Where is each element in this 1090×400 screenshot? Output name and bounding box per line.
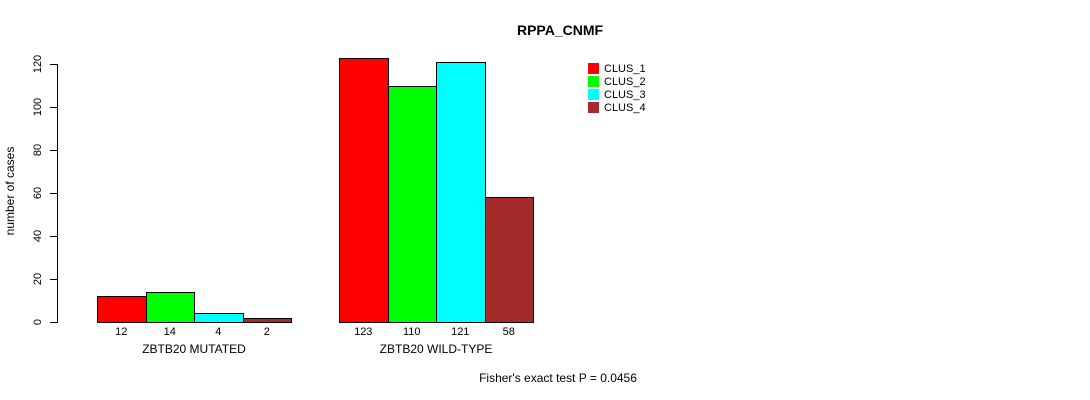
bar-clus_4 bbox=[242, 317, 292, 323]
bar-value-label: 12 bbox=[115, 326, 128, 338]
bar-clus_3 bbox=[194, 313, 244, 323]
bar-clus_1 bbox=[339, 57, 389, 323]
y-tick-mark bbox=[50, 150, 57, 151]
legend-label: CLUS_2 bbox=[604, 75, 646, 88]
legend: CLUS_1 CLUS_2 CLUS_3 CLUS_4 bbox=[588, 62, 646, 114]
y-tick-mark bbox=[50, 193, 57, 194]
fisher-test-annotation: Fisher's exact test P = 0.0456 bbox=[479, 371, 637, 385]
y-axis-line bbox=[57, 64, 58, 323]
y-tick-label: 100 bbox=[32, 97, 44, 117]
bar-value-label: 58 bbox=[502, 326, 515, 338]
legend-item-clus_1: CLUS_1 bbox=[588, 62, 646, 75]
bar-value-label: 4 bbox=[215, 326, 222, 338]
legend-swatch-clus_3 bbox=[588, 89, 599, 100]
y-tick-label: 120 bbox=[32, 54, 44, 74]
bar-value-label: 2 bbox=[263, 326, 270, 338]
y-tick-mark bbox=[50, 322, 57, 323]
bar-clus_4 bbox=[484, 197, 534, 323]
y-tick-mark bbox=[50, 64, 57, 65]
legend-item-clus_4: CLUS_4 bbox=[588, 101, 646, 114]
bar-value-label: 110 bbox=[402, 326, 421, 338]
y-tick-label: 20 bbox=[32, 272, 44, 286]
legend-swatch-clus_4 bbox=[588, 102, 599, 113]
y-axis-label: number of cases bbox=[3, 146, 17, 236]
y-tick-mark bbox=[50, 279, 57, 280]
y-tick-label: 0 bbox=[32, 318, 44, 326]
bar-clus_2 bbox=[145, 291, 195, 323]
legend-item-clus_3: CLUS_3 bbox=[588, 88, 646, 101]
chart-title: RPPA_CNMF bbox=[516, 22, 604, 38]
group-label-2: ZBTB20 WILD-TYPE bbox=[379, 342, 493, 356]
y-tick-mark bbox=[50, 236, 57, 237]
y-tick-label: 40 bbox=[32, 229, 44, 243]
y-tick-label: 80 bbox=[32, 143, 44, 157]
bar-clus_3 bbox=[436, 61, 486, 323]
bar-clus_1 bbox=[97, 296, 147, 323]
bar-value-label: 121 bbox=[451, 326, 470, 338]
legend-label: CLUS_3 bbox=[604, 88, 646, 101]
legend-label: CLUS_4 bbox=[604, 101, 646, 114]
bar-value-label: 14 bbox=[163, 326, 176, 338]
legend-item-clus_2: CLUS_2 bbox=[588, 75, 646, 88]
y-tick-label: 60 bbox=[32, 186, 44, 200]
group-label-1: ZBTB20 MUTATED bbox=[142, 342, 246, 356]
y-tick-mark bbox=[50, 107, 57, 108]
legend-swatch-clus_2 bbox=[588, 76, 599, 87]
legend-swatch-clus_1 bbox=[588, 63, 599, 74]
bar-clus_2 bbox=[387, 85, 437, 323]
bar-value-label: 123 bbox=[354, 326, 373, 338]
legend-label: CLUS_1 bbox=[604, 62, 646, 75]
